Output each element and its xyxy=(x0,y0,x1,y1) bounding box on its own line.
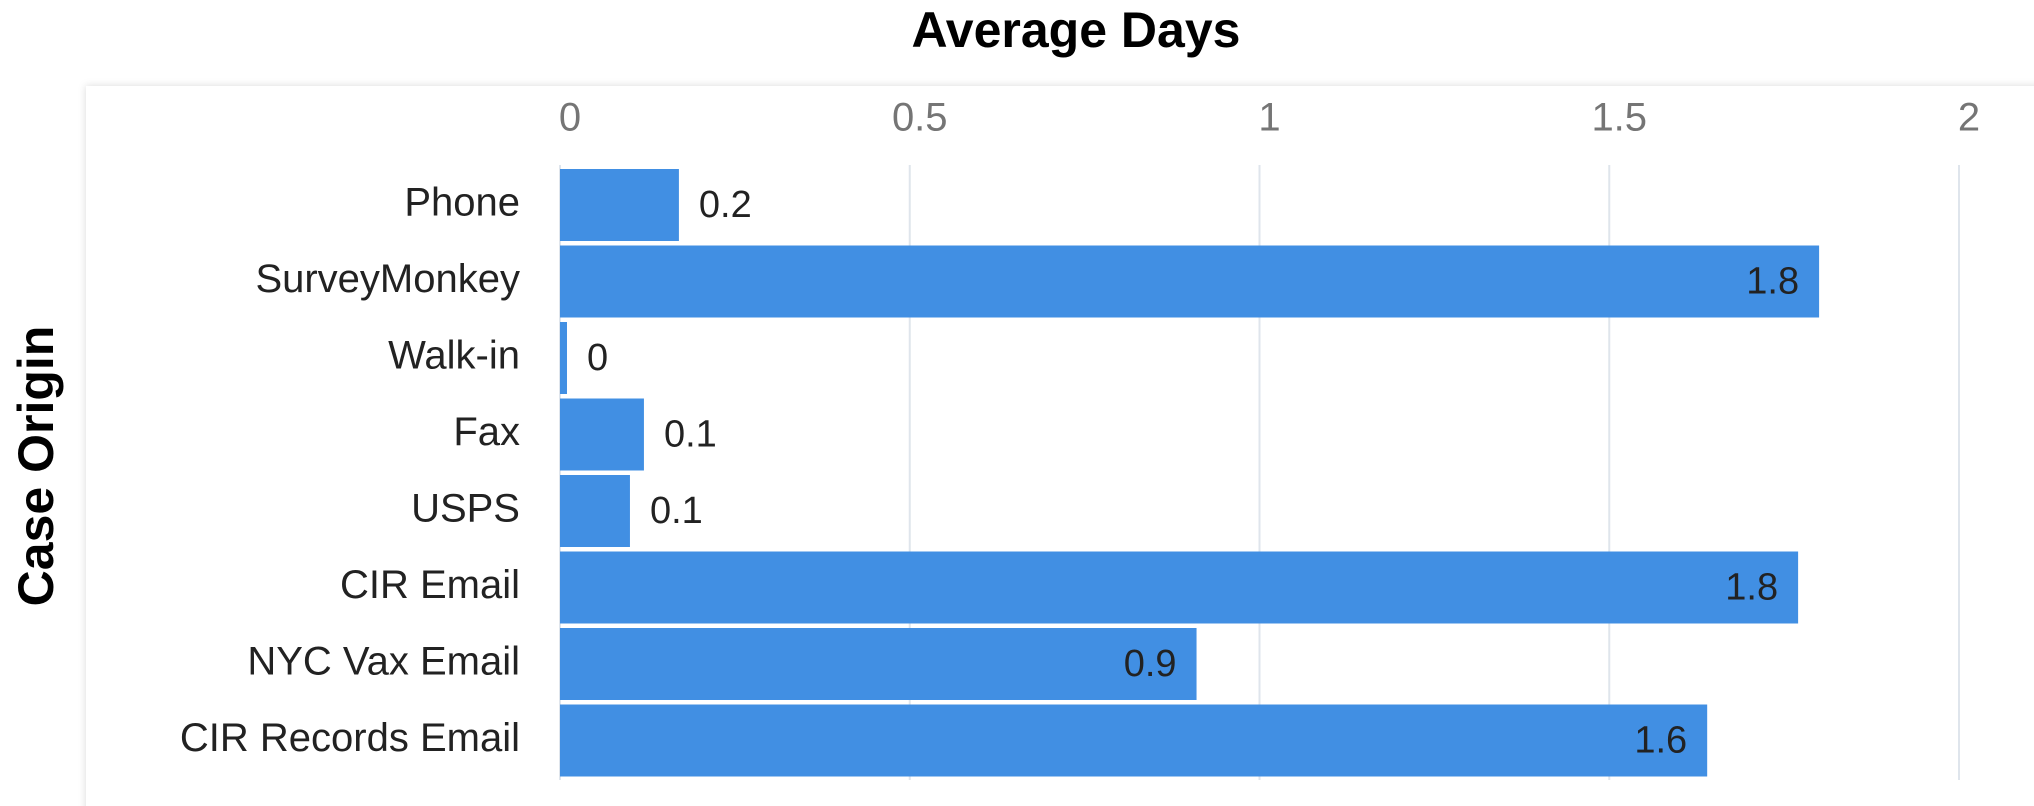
x-tick-label: 1 xyxy=(1258,96,1280,140)
x-tick-label: 0.5 xyxy=(892,96,948,140)
y-axis-title: Case Origin xyxy=(8,326,64,607)
y-tick-label: Fax xyxy=(453,410,520,454)
bar xyxy=(560,475,630,547)
chart-title: Average Days xyxy=(912,2,1241,58)
y-tick-label: Walk-in xyxy=(388,334,520,378)
bar xyxy=(560,245,1820,318)
data-label: 0.9 xyxy=(1124,643,1177,685)
x-tick-label: 1.5 xyxy=(1591,96,1647,140)
y-tick-label: SurveyMonkey xyxy=(255,257,520,301)
data-label: 0 xyxy=(587,337,608,379)
bar xyxy=(560,704,1708,777)
x-tick-label: 0 xyxy=(559,96,581,140)
data-label: 1.8 xyxy=(1746,261,1799,303)
bar xyxy=(560,169,679,241)
y-tick-label: CIR Email xyxy=(340,563,520,607)
y-tick-label: NYC Vax Email xyxy=(247,640,520,684)
y-tick-label: Phone xyxy=(404,181,520,225)
bar xyxy=(560,398,644,471)
data-label: 1.8 xyxy=(1725,567,1778,609)
bar xyxy=(560,551,1799,624)
data-label: 1.6 xyxy=(1634,720,1687,762)
data-label: 0.1 xyxy=(650,490,703,532)
bar xyxy=(560,628,1197,700)
data-label: 0.2 xyxy=(699,184,752,226)
data-label: 0.1 xyxy=(664,414,717,456)
y-tick-label: USPS xyxy=(411,487,520,531)
bar xyxy=(560,322,567,394)
x-tick-label: 2 xyxy=(1958,96,1980,140)
y-tick-label: CIR Records Email xyxy=(180,716,520,760)
